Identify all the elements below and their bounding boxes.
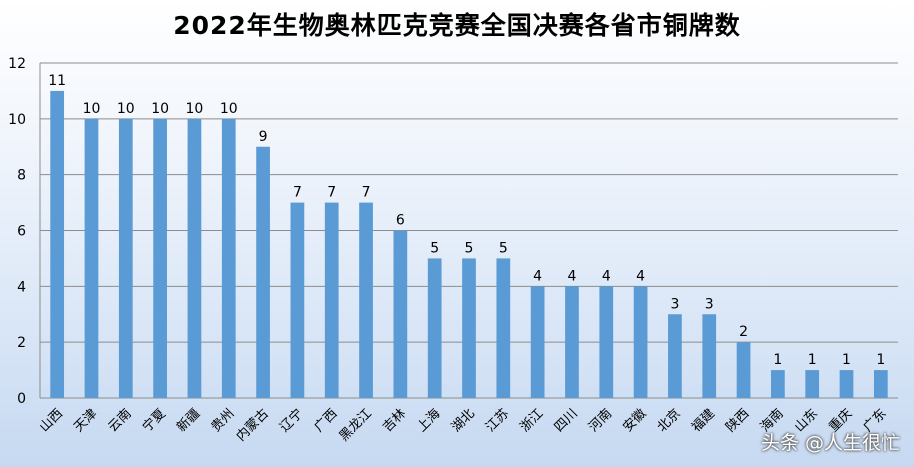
y-tick-label: 10: [8, 112, 26, 128]
x-tick-label: 云南: [105, 406, 135, 436]
bar: [668, 314, 682, 398]
data-label: 4: [602, 268, 611, 284]
x-tick-label: 陕西: [723, 406, 752, 435]
data-label: 3: [670, 296, 679, 312]
y-tick-label: 6: [17, 224, 26, 240]
x-tick-label: 江苏: [482, 406, 512, 436]
bar: [805, 370, 820, 398]
data-label: 7: [327, 185, 336, 201]
data-label: 7: [362, 185, 371, 201]
bar: [427, 258, 442, 398]
bar: [187, 118, 202, 398]
bar: [633, 286, 648, 398]
x-tick-label: 北京: [655, 406, 684, 435]
bar: [153, 118, 167, 398]
bar: [359, 202, 373, 398]
y-tick-label: 0: [17, 391, 26, 407]
bar: [290, 202, 305, 398]
x-tick-label: 辽宁: [277, 406, 307, 436]
bar: [496, 258, 511, 398]
data-label: 4: [533, 268, 542, 284]
data-label: 6: [396, 213, 405, 229]
data-label: 5: [465, 240, 474, 256]
x-tick-label: 贵州: [209, 406, 238, 435]
data-label: 7: [293, 185, 302, 201]
x-tick-label: 天津: [71, 406, 100, 435]
x-tick-label: 新疆: [174, 406, 204, 436]
data-label: 5: [430, 240, 439, 256]
bar: [873, 370, 888, 398]
bar: [118, 118, 133, 398]
bar: [50, 90, 65, 399]
data-label: 4: [567, 268, 576, 284]
data-label: 1: [773, 352, 782, 368]
bar: [530, 286, 545, 398]
watermark: 头条 @人生很忙: [760, 432, 900, 454]
x-tick-label: 福建: [689, 406, 718, 435]
x-tick-label: 内蒙古: [233, 406, 272, 445]
x-tick-label: 吉林: [380, 406, 409, 435]
data-label: 11: [48, 73, 66, 89]
y-tick-label: 2: [17, 335, 26, 351]
x-tick-label: 湖北: [449, 406, 478, 435]
chart-title: 2022年生物奥林匹克竞赛全国决赛各省市铜牌数: [173, 11, 741, 40]
data-label: 10: [151, 101, 169, 117]
data-label: 10: [117, 101, 135, 117]
x-tick-label: 黑龙江: [337, 406, 375, 444]
x-tick-label: 安徽: [620, 406, 649, 435]
data-label: 10: [220, 101, 238, 117]
bar: [324, 202, 339, 398]
data-label: 10: [186, 101, 204, 117]
data-label: 1: [842, 352, 851, 368]
x-tick-label: 广西: [312, 406, 341, 435]
data-label: 9: [259, 129, 268, 145]
data-label: 1: [876, 352, 885, 368]
data-label: 2: [739, 324, 748, 340]
data-label: 3: [705, 296, 714, 312]
bar: [462, 258, 476, 398]
data-label: 10: [83, 101, 101, 117]
bar: [84, 118, 99, 398]
bar: [256, 146, 270, 398]
y-tick-label: 8: [17, 168, 26, 184]
x-tick-label: 上海: [415, 406, 444, 435]
bar: [736, 342, 751, 398]
x-tick-label: 宁夏: [139, 406, 169, 436]
data-label: 1: [808, 352, 817, 368]
y-tick-label: 4: [17, 279, 26, 295]
bar: [599, 286, 614, 398]
bar: [393, 230, 408, 398]
x-tick-label: 浙江: [517, 406, 546, 435]
data-label: 4: [636, 268, 645, 284]
x-tick-label: 山西: [37, 406, 66, 435]
bar: [565, 286, 579, 398]
x-tick-label: 四川: [552, 406, 581, 435]
x-tick-label: 河南: [585, 406, 615, 436]
y-tick-label: 12: [8, 56, 26, 72]
bar: [221, 118, 236, 398]
bar: [702, 314, 717, 398]
data-label: 5: [499, 240, 508, 256]
bar: [839, 370, 854, 398]
bar: [771, 370, 785, 398]
